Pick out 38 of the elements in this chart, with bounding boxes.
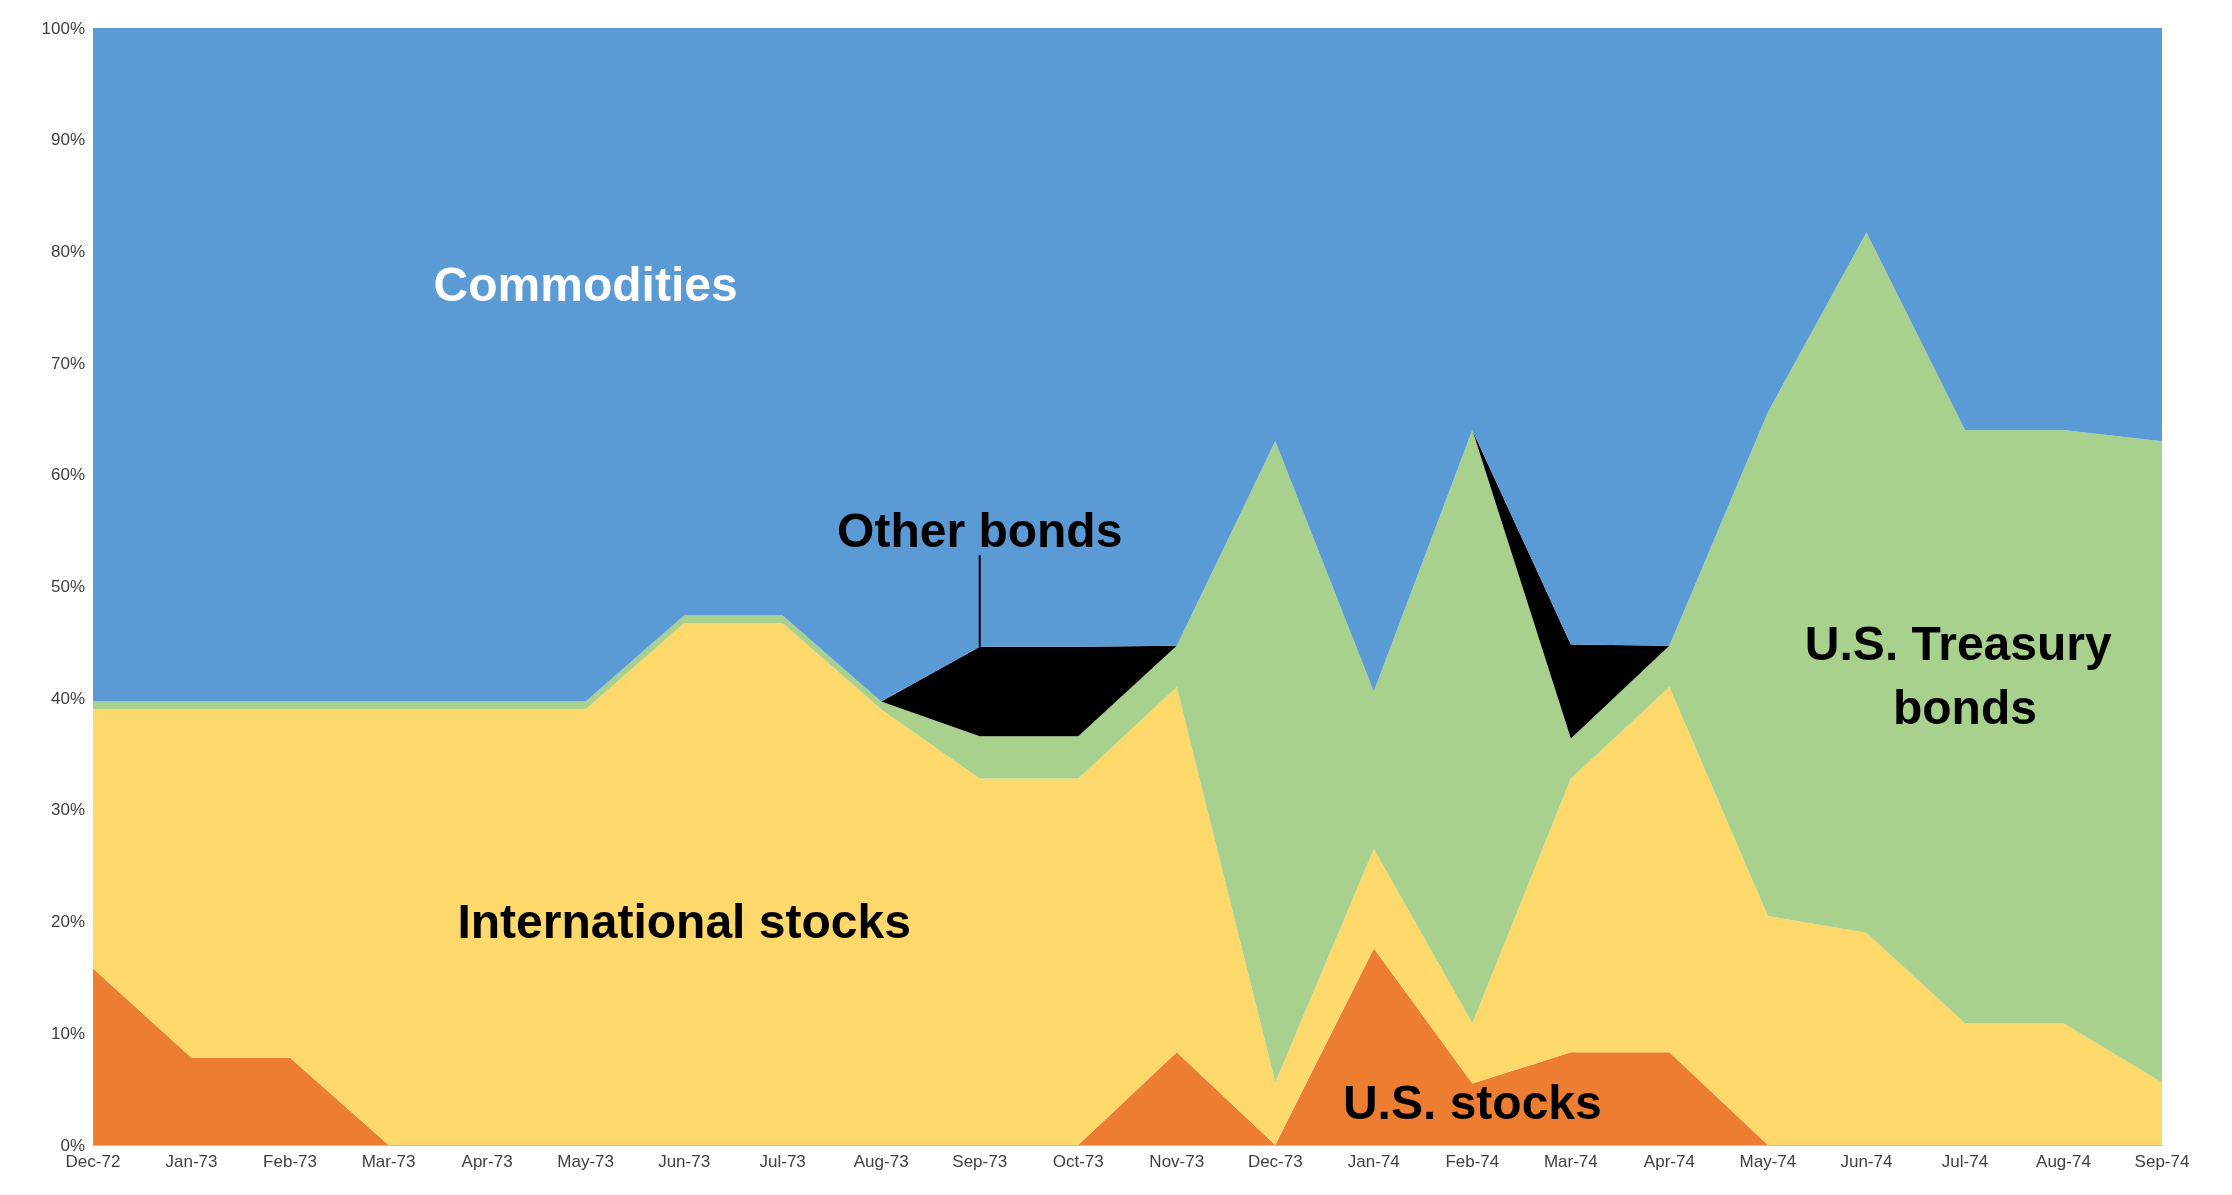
series-label: U.S. stocks <box>1342 1076 1602 1130</box>
x-tick-label: May-74 <box>1739 1152 1797 1171</box>
x-tick-label: May-73 <box>557 1152 614 1171</box>
x-tick-label: Feb-73 <box>263 1152 317 1171</box>
series-label: U.S. Treasury bonds <box>1804 617 2126 735</box>
y-tick-label: 80% <box>50 241 85 261</box>
x-tick-label: Jul-74 <box>1941 1152 1989 1171</box>
y-tick-label: 100% <box>41 18 85 38</box>
x-tick-label: Jul-73 <box>759 1152 806 1171</box>
x-tick-label: Sep-73 <box>952 1152 1008 1171</box>
x-tick-label: Jan-73 <box>165 1152 218 1171</box>
x-tick-label: Jan-74 <box>1347 1152 1400 1171</box>
y-tick-label: 40% <box>50 688 85 708</box>
y-tick-label: 50% <box>50 577 85 596</box>
x-tick-label: Apr-74 <box>1643 1152 1695 1171</box>
x-tick-label: Mar-73 <box>361 1152 416 1171</box>
x-tick-label: Dec-73 <box>1247 1152 1303 1171</box>
x-tick-label: Jun-74 <box>1840 1152 1893 1171</box>
y-tick-label: 60% <box>50 465 85 485</box>
y-tick-label: 30% <box>50 800 85 820</box>
x-tick-label: Jun-73 <box>658 1152 711 1171</box>
y-tick-label: 20% <box>50 912 85 932</box>
x-tick-label: Mar-74 <box>1543 1152 1598 1171</box>
y-tick-label: 90% <box>50 130 85 150</box>
y-tick-label: 70% <box>50 353 85 373</box>
x-tick-label: Sep-74 <box>2134 1152 2190 1171</box>
x-tick-label: Nov-73 <box>1149 1152 1205 1171</box>
series-label: Other bonds <box>837 504 1123 558</box>
x-tick-label: Feb-74 <box>1445 1152 1500 1171</box>
x-tick-label: Dec-72 <box>65 1152 121 1171</box>
x-tick-label: Aug-73 <box>853 1152 909 1171</box>
x-tick-label: Apr-73 <box>461 1152 513 1171</box>
series-label: Commodities <box>433 258 738 312</box>
series-label: International stocks <box>457 895 911 949</box>
x-tick-label: Oct-73 <box>1052 1152 1104 1171</box>
y-tick-label: 0% <box>60 1135 85 1155</box>
y-tick-label: 10% <box>50 1023 85 1043</box>
x-tick-label: Aug-74 <box>2036 1152 2091 1171</box>
